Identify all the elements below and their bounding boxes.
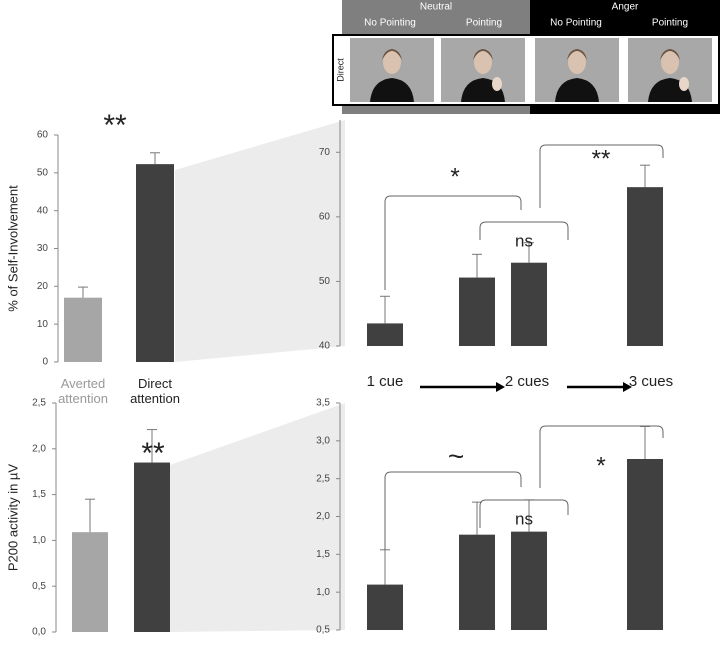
condition-label: Pointing [652, 18, 688, 29]
x-label: 3 cues [629, 373, 673, 390]
y-tick-label: 60 [37, 130, 49, 141]
y-tick-label: 70 [319, 147, 331, 158]
y-tick-label: 50 [319, 276, 331, 287]
significance-bracket [539, 144, 664, 208]
hair [660, 49, 680, 60]
anger-header [530, 0, 720, 34]
anger-band [530, 104, 720, 114]
group-label: Anger [612, 2, 639, 13]
head [568, 50, 586, 74]
y-tick-label: 0 [42, 357, 48, 368]
row-label: Direct [335, 58, 345, 82]
significance-label: * [450, 163, 459, 190]
head [383, 50, 401, 74]
bar [627, 187, 663, 346]
x-label: 2 cues [505, 373, 549, 390]
y-tick-label: 1,0 [32, 535, 46, 546]
x-label: 1 cue [367, 373, 404, 390]
y-tick-label: 10 [37, 319, 49, 330]
x-tick-label: Averted attention [58, 376, 108, 406]
y-tick-label: 60 [319, 211, 331, 222]
significance-label: * [596, 452, 605, 479]
bar [64, 297, 102, 362]
bar [459, 534, 495, 630]
y-tick-label: 40 [319, 341, 331, 352]
hand [679, 77, 689, 91]
hair [382, 49, 402, 60]
bar [627, 458, 663, 630]
y-tick-label: 3,0 [316, 435, 330, 446]
significance-label: ** [103, 109, 127, 142]
bar [367, 323, 403, 346]
x-label-box: Averted attention [58, 376, 108, 406]
hair [567, 49, 587, 60]
bar [136, 164, 174, 362]
significance-bracket [479, 499, 569, 528]
y-tick-label: 0,0 [32, 627, 46, 638]
bar [511, 262, 547, 346]
y-tick-label: 30 [37, 243, 49, 254]
y-axis-label: % of Self-Involvement [5, 185, 20, 312]
y-tick-label: 2,0 [316, 511, 330, 522]
y-tick-label: 2,5 [32, 398, 46, 409]
torso [555, 78, 599, 102]
y-tick-label: 0,5 [32, 581, 46, 592]
y-axis-label: P200 activity in µV [5, 464, 20, 572]
y-tick-label: 2,0 [32, 443, 46, 454]
significance-bracket [539, 425, 664, 488]
significance-bracket [384, 471, 522, 550]
condition-label: No Pointing [550, 18, 602, 29]
significance-label: ** [141, 437, 165, 470]
bar [367, 584, 403, 630]
y-tick-label: 50 [37, 167, 49, 178]
significance-label: ns [515, 509, 533, 528]
neutral-band [342, 104, 530, 114]
arrow-head [623, 382, 632, 392]
group-label: Neutral [420, 2, 452, 13]
condition-label: No Pointing [364, 18, 416, 29]
y-tick-label: 1,5 [32, 489, 46, 500]
y-tick-label: 1,5 [316, 549, 330, 560]
hand [492, 77, 502, 91]
hair [473, 49, 493, 60]
significance-label: ns [515, 231, 533, 250]
y-tick-label: 2,5 [316, 473, 330, 484]
bar [72, 532, 108, 632]
bar [511, 531, 547, 630]
y-tick-label: 1,0 [316, 587, 330, 598]
arrow-head [496, 382, 505, 392]
funnel [175, 120, 345, 362]
head [474, 50, 492, 74]
bar [459, 277, 495, 346]
x-tick-label: Direct attention [130, 376, 180, 406]
y-tick-label: 40 [37, 205, 49, 216]
head [661, 50, 679, 74]
condition-label: Pointing [466, 18, 502, 29]
significance-bracket [479, 221, 569, 240]
torso [370, 78, 414, 102]
y-tick-label: 0,5 [316, 625, 330, 636]
bar [134, 462, 170, 632]
neutral-header [342, 0, 530, 34]
y-tick-label: 3,5 [316, 398, 330, 409]
stimulus-panel: Neutral Anger No Pointing Pointing No Po… [332, 0, 720, 114]
y-tick-label: 20 [37, 281, 49, 292]
x-label-box: Direct attention [130, 376, 180, 406]
funnel [170, 403, 345, 632]
significance-label: ** [592, 145, 611, 172]
significance-bracket [384, 195, 522, 290]
significance-label: ~ [448, 440, 464, 471]
